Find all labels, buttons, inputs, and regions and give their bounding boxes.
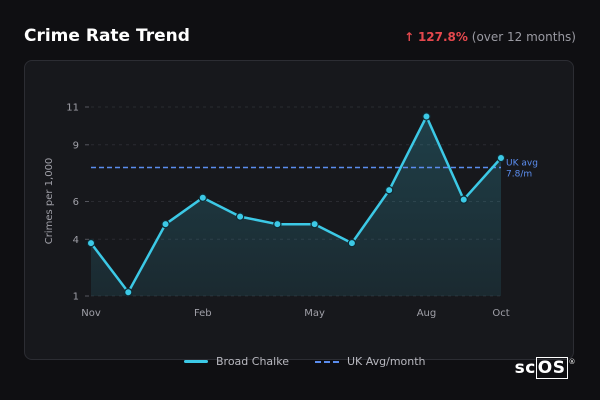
- y-tick-label-11: 11: [66, 103, 79, 114]
- legend-label-reference: UK Avg/month: [346, 355, 426, 368]
- data-point-jan: [161, 219, 170, 229]
- reference-label-value: 7.8/m: [506, 169, 532, 179]
- data-point-jun: [347, 238, 357, 248]
- y-tick-label-4: 4: [73, 235, 79, 246]
- legend-swatch-reference: [314, 360, 339, 363]
- scos-logo: sc OS ®: [514, 357, 576, 379]
- x-tick-label-may: May: [304, 308, 325, 319]
- data-point-aug: [422, 112, 431, 121]
- y-tick-label-9: 9: [73, 140, 79, 151]
- reference-label-name: UK avg: [506, 158, 538, 168]
- legend-item-reference[interactable]: UK Avg/month: [314, 355, 426, 368]
- series-line: [90, 115, 502, 294]
- x-tick-label-feb: Feb: [194, 308, 212, 319]
- y-tick-label-1: 1: [73, 292, 79, 303]
- data-point-nov: [86, 238, 96, 248]
- y-tick-label-6: 6: [73, 197, 79, 208]
- change-percent: 127.8%: [417, 30, 468, 44]
- legend-swatch-series: [184, 360, 208, 363]
- y-axis-label: Crimes per 1,000: [44, 158, 55, 245]
- chart-title: Crime Rate Trend: [24, 26, 190, 46]
- x-tick-label-oct: Oct: [492, 308, 509, 319]
- series-area: [91, 116, 501, 296]
- legend-label-series: Broad Chalke: [216, 355, 289, 368]
- change-period: (over 12 months): [471, 30, 576, 44]
- change-indicator: ↑ 127.8% (over 12 months): [404, 30, 576, 44]
- x-tick-label-nov: Nov: [81, 308, 101, 319]
- data-point-mar: [235, 212, 245, 221]
- legend-item-series[interactable]: Broad Chalke: [184, 355, 289, 368]
- data-point-may: [310, 219, 319, 229]
- data-point-feb: [198, 193, 208, 202]
- chart-legend: Broad Chalke UK Avg/month: [184, 355, 452, 368]
- up-arrow-icon: ↑: [404, 30, 415, 44]
- x-tick-label-aug: Aug: [417, 308, 437, 319]
- data-point-jul: [384, 185, 394, 195]
- data-point-sep: [459, 195, 468, 204]
- data-point-dec: [124, 288, 133, 297]
- data-point-oct: [496, 153, 506, 163]
- data-point-apr: [273, 219, 282, 229]
